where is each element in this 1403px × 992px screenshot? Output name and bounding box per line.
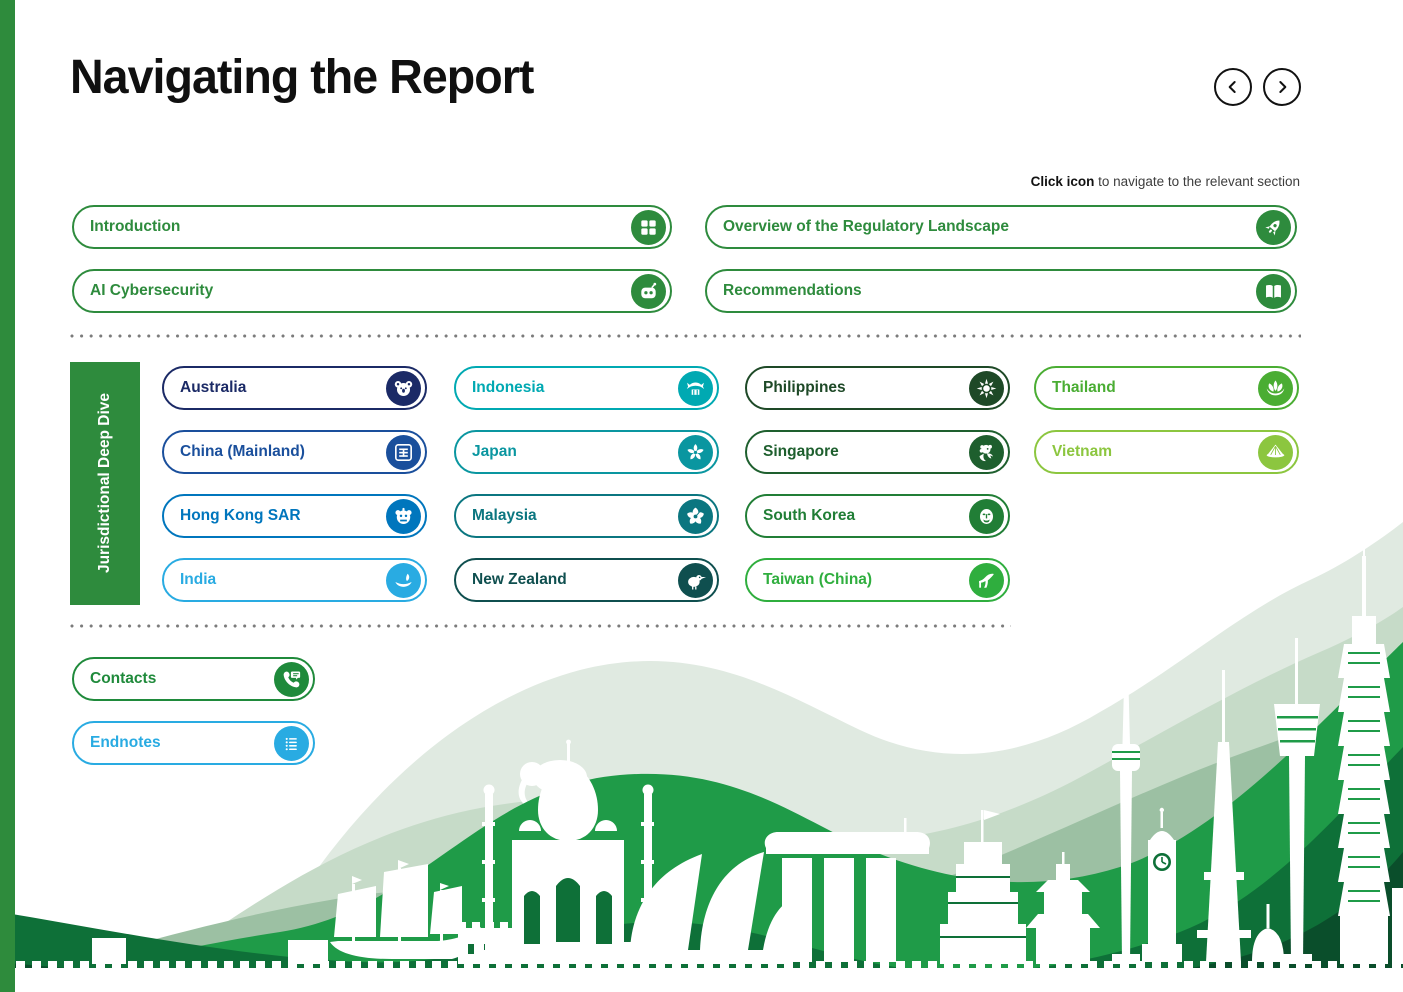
country-button-thailand[interactable]: Thailand <box>1034 366 1299 410</box>
section-button-overview-of-the-regulatory-landscape[interactable]: Overview of the Regulatory Landscape <box>705 205 1297 249</box>
country-column-2: Indonesia Japan Malaysia New Zealand <box>454 366 719 602</box>
rumah-gadang-icon <box>678 370 713 406</box>
diya-lamp-icon <box>386 562 421 598</box>
prev-page-button[interactable] <box>1214 68 1252 106</box>
sakura-icon <box>678 434 713 470</box>
lotus-icon <box>1258 370 1293 406</box>
pill-label: Australia <box>180 379 247 396</box>
koala-icon <box>386 370 421 406</box>
pill-label: Contacts <box>90 670 157 687</box>
pill-label: Vietnam <box>1052 443 1113 460</box>
kiwi-icon <box>678 562 713 598</box>
country-button-new-zealand[interactable]: New Zealand <box>454 558 719 602</box>
country-button-china-mainland[interactable]: China (Mainland) <box>162 430 427 474</box>
pill-label: Thailand <box>1052 379 1116 396</box>
country-button-south-korea[interactable]: South Korea <box>745 494 1010 538</box>
next-page-button[interactable] <box>1263 68 1301 106</box>
pill-label: Introduction <box>90 218 181 235</box>
pill-label: Malaysia <box>472 507 537 524</box>
pager <box>1214 68 1301 106</box>
lion-dance-icon <box>386 498 421 534</box>
conical-hat-icon <box>1258 434 1293 470</box>
dotted-divider-bottom <box>70 624 1011 628</box>
pill-label: New Zealand <box>472 571 567 588</box>
elephant <box>518 760 587 805</box>
dotted-divider-top <box>70 334 1301 338</box>
pill-label: Singapore <box>763 443 839 460</box>
pill-label: Taiwan (China) <box>763 571 873 588</box>
footer-button-endnotes[interactable]: Endnotes <box>72 721 315 765</box>
country-button-hong-kong-sar[interactable]: Hong Kong SAR <box>162 494 427 538</box>
hill-layer-6 <box>0 852 1403 992</box>
country-button-indonesia[interactable]: Indonesia <box>454 366 719 410</box>
robot-icon <box>631 273 666 309</box>
hint-bold: Click icon <box>1030 174 1095 189</box>
sections-right: Overview of the Regulatory Landscape Reco… <box>705 205 1297 313</box>
navigation-hint: Click icon to navigate to the relevant s… <box>1031 174 1300 189</box>
book-icon <box>1256 273 1291 309</box>
jurisdictional-deep-dive-tab: Jurisdictional Deep Dive <box>70 362 140 605</box>
jurisdictional-deep-dive-label: Jurisdictional Deep Dive <box>96 393 113 574</box>
country-column-3: Philippines Singapore South Korea Taiwan (C… <box>745 366 1010 602</box>
country-button-india[interactable]: India <box>162 558 427 602</box>
phone-icon <box>274 661 309 697</box>
pill-label: India <box>180 571 217 588</box>
pill-label: Hong Kong SAR <box>180 507 301 524</box>
pill-label: Philippines <box>763 379 846 396</box>
section-button-introduction[interactable]: Introduction <box>72 205 672 249</box>
chevron-left-icon <box>1228 81 1236 93</box>
high-heel-icon <box>969 562 1004 598</box>
rocket-icon <box>1256 209 1291 245</box>
country-button-singapore[interactable]: Singapore <box>745 430 1010 474</box>
footer-button-contacts[interactable]: Contacts <box>72 657 315 701</box>
country-button-japan[interactable]: Japan <box>454 430 719 474</box>
grid-icon <box>631 209 666 245</box>
country-button-australia[interactable]: Australia <box>162 366 427 410</box>
pill-label: Japan <box>472 443 517 460</box>
country-button-malaysia[interactable]: Malaysia <box>454 494 719 538</box>
country-button-philippines[interactable]: Philippines <box>745 366 1010 410</box>
sections-left: Introduction AI Cybersecurity <box>72 205 672 313</box>
merlion-icon <box>969 434 1004 470</box>
sun-icon <box>969 370 1004 406</box>
hibiscus-icon <box>678 498 713 534</box>
left-accent-bar <box>0 0 15 992</box>
section-button-recommendations[interactable]: Recommendations <box>705 269 1297 313</box>
skyline <box>0 538 1403 992</box>
footer-links: Contacts Endnotes <box>72 657 315 765</box>
pill-label: Overview of the Regulatory Landscape <box>723 218 1009 235</box>
mask-icon <box>969 498 1004 534</box>
hint-rest: to navigate to the relevant section <box>1094 174 1300 189</box>
pill-label: South Korea <box>763 507 856 524</box>
section-button-ai-cybersecurity[interactable]: AI Cybersecurity <box>72 269 672 313</box>
pill-label: AI Cybersecurity <box>90 282 214 299</box>
pill-label: Indonesia <box>472 379 545 396</box>
pill-label: Recommendations <box>723 282 862 299</box>
country-column-4: Thailand Vietnam <box>1034 366 1299 474</box>
hill-layer-5 <box>0 747 1403 992</box>
pill-label: China (Mainland) <box>180 443 305 460</box>
country-column-1: Australia China (Mainland) Hong Kong SAR In… <box>162 366 427 602</box>
country-button-vietnam[interactable]: Vietnam <box>1034 430 1299 474</box>
pill-label: Endnotes <box>90 734 161 751</box>
country-button-taiwan-china[interactable]: Taiwan (China) <box>745 558 1010 602</box>
list-icon <box>274 725 309 761</box>
fu-character-icon <box>386 434 421 470</box>
page-title: Navigating the Report <box>70 51 534 104</box>
chevron-right-icon <box>1279 81 1287 93</box>
